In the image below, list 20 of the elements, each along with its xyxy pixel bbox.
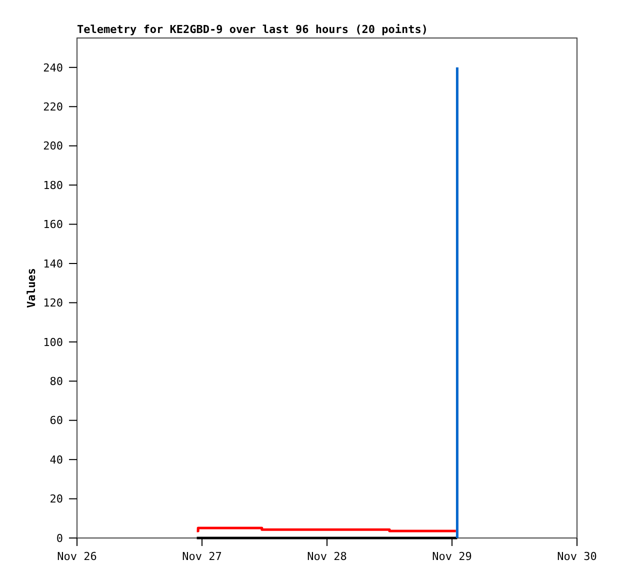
x-tick-label: Nov 26 [57,550,97,563]
x-tick-label: Nov 29 [432,550,472,563]
y-tick-label: 40 [50,453,63,466]
y-tick-label: 140 [43,257,63,270]
y-tick-label: 0 [56,532,63,545]
x-tick-label: Nov 27 [182,550,222,563]
y-tick-label: 240 [43,61,63,74]
y-tick-label: 220 [43,100,63,114]
y-tick-label: 80 [50,374,63,388]
x-tick-label: Nov 30 [557,550,597,563]
y-tick-label: 200 [43,140,63,153]
y-tick-label: 60 [50,414,63,428]
x-tick-label: Nov 28 [307,550,347,563]
y-tick-label: 100 [43,336,63,349]
y-tick-label: 180 [43,178,63,192]
y-tick-label: 20 [50,492,63,506]
chart-title: Telemetry for KE2GBD-9 over last 96 hours (20 points) [77,23,428,36]
y-tick-label: 160 [43,218,63,232]
y-tick-label: 120 [43,296,63,310]
y-axis-title: Values [25,268,38,308]
